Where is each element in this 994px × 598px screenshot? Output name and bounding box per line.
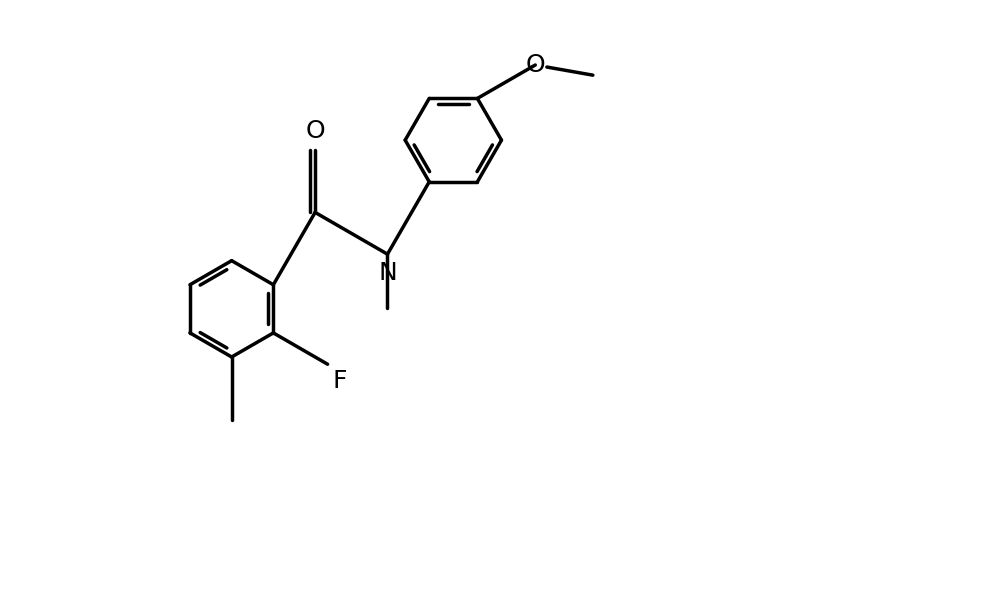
Text: O: O — [305, 119, 325, 143]
Text: N: N — [378, 261, 397, 285]
Text: F: F — [333, 369, 347, 393]
Text: O: O — [526, 53, 545, 77]
